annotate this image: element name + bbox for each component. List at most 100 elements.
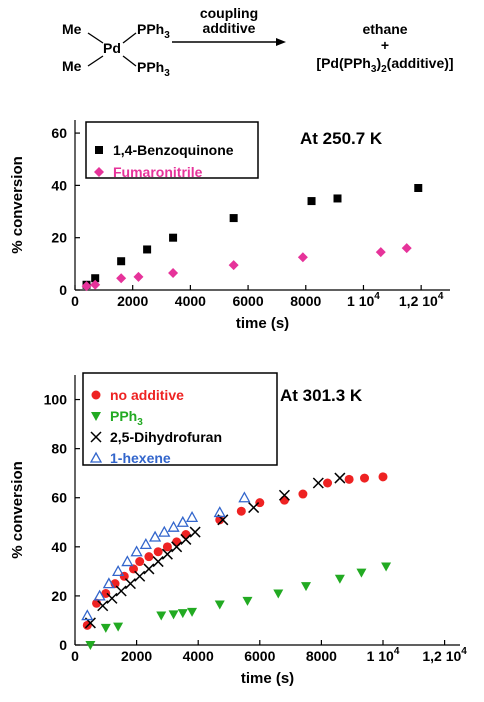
data-point [102,577,115,589]
series-0 [82,184,423,289]
x-tick-label-main: 6000 [244,648,275,664]
y-tick-label: 20 [51,588,67,604]
data-point [168,268,179,278]
x-tick-label-main: 2000 [121,648,152,664]
data-point [156,611,167,621]
x-tick-label-exponent: 4 [374,291,380,302]
data-point [90,279,101,290]
legend-label-text: 2,5-Dihydrofuran [110,429,222,445]
data-point [100,623,111,633]
x-axis-label: time (s) [241,670,294,687]
bond-pph3-bottom [122,55,137,67]
data-point [214,600,225,610]
arrow-label-top: coupling [200,5,258,21]
data-point [185,511,199,523]
data-point [91,274,100,283]
data-point [378,472,388,482]
data-point [117,257,126,266]
data-point [236,506,246,516]
data-point [213,506,226,518]
y-axis-label: % conversion [9,461,26,559]
data-point [106,592,118,604]
chart-annotation: At 301.3 K [280,386,363,405]
x-tick-label-exponent: 4 [461,646,467,657]
x-tick-label-main: 2000 [117,293,148,309]
data-point [158,525,171,537]
data-point [228,260,239,271]
x-tick-label: 8000 [290,293,321,309]
data-point [381,562,392,572]
legend-label-text: 1,4-Benzoquinone [113,142,234,158]
x-tick-label: 2000 [117,293,148,309]
data-point [129,564,139,574]
x-tick-label-main: 4000 [175,293,206,309]
data-point [101,588,111,598]
y-tick-label: 100 [44,392,68,408]
y-tick-label: 60 [51,125,67,141]
data-point [121,555,134,567]
y-tick-label: 0 [59,637,67,653]
legend-marker [95,146,103,154]
series-0 [82,472,388,630]
chart-annotation: At 250.7 K [300,129,383,148]
series-1 [81,243,412,292]
reaction-scheme: Me Me Pd PPh3 PPh3 coupling additive eth… [62,5,454,79]
reaction-arrow-head [276,38,286,46]
data-point [334,472,346,484]
x-tick-label-main: 8000 [290,293,321,309]
data-point [242,596,253,606]
data-point [85,641,96,650]
x-tick-label: 1,2 104 [422,646,467,664]
bond-me-top [87,32,104,44]
x-tick-label-main: 1,2 10 [422,648,461,664]
x-tick-label-main: 8000 [306,648,337,664]
data-point [162,542,172,552]
legend-label: Fumaronitrile [113,164,203,180]
arrow-label-bottom: additive [203,20,256,36]
legend-label: 2,5-Dihydrofuran [110,429,222,445]
legend-label: 1-hexene [110,450,171,466]
x-tick-label: 6000 [232,293,263,309]
series-1 [85,562,392,650]
data-point [298,489,308,499]
data-point [152,556,164,568]
data-point [215,515,225,525]
data-point [113,622,124,632]
data-point [401,243,412,254]
data-point [279,495,289,505]
data-point [112,565,125,577]
data-point [119,571,129,581]
legend-marker [91,412,101,421]
data-point [301,582,311,592]
x-axis-label: time (s) [236,315,289,332]
legend-label-text: PPh [110,408,137,424]
data-point [375,247,386,258]
x-tick-label-main: 1 10 [347,293,374,309]
data-point [171,541,183,553]
data-point [161,548,173,560]
legend-label-sub: 3 [137,417,143,428]
x-tick-label-main: 1 10 [367,648,394,664]
legend-label-text: no additive [110,387,184,403]
y-tick-label: 60 [51,490,67,506]
legend-label: PPh3 [110,408,143,428]
bond-me-bottom [87,55,104,67]
data-point [143,245,152,254]
x-tick-label-exponent: 4 [394,646,400,657]
legend-marker [89,451,103,463]
data-point [176,515,189,527]
reactant-pph3-bottom: PPh3 [137,59,170,79]
data-point [181,530,191,540]
x-tick-label: 8000 [306,648,337,664]
series-2 [84,472,346,629]
legend-label: no additive [110,387,184,403]
x-tick-label: 4000 [183,648,214,664]
data-point [312,477,324,489]
x-tick-label: 1 104 [347,291,380,309]
product-plus: + [381,37,389,53]
y-tick-label: 40 [51,177,67,193]
data-point [135,557,145,567]
data-point [134,570,146,582]
